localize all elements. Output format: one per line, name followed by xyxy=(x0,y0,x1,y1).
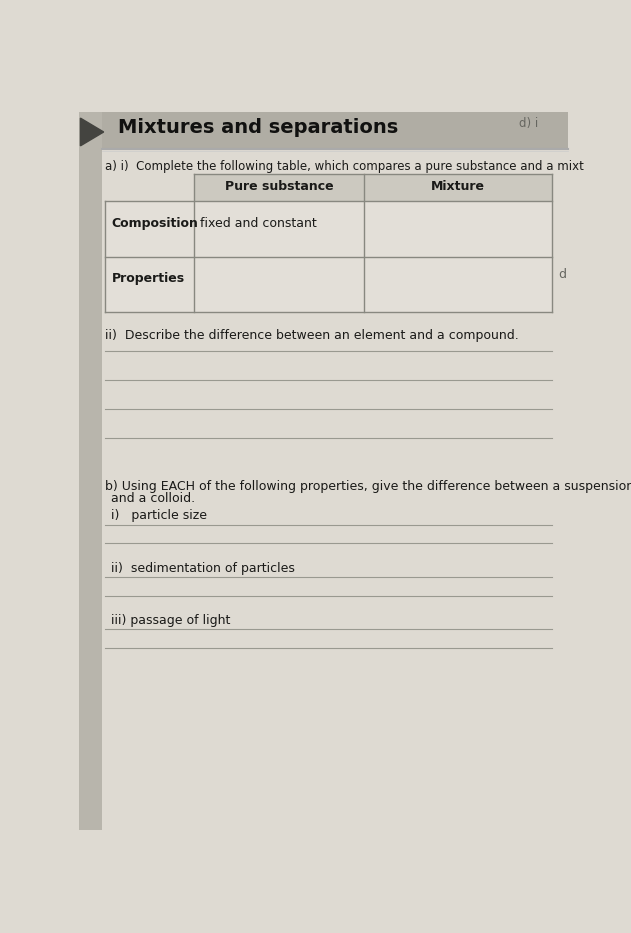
Text: i)   particle size: i) particle size xyxy=(112,509,208,522)
Text: Pure substance: Pure substance xyxy=(225,180,333,193)
Text: ii)  sedimentation of particles: ii) sedimentation of particles xyxy=(112,562,295,575)
Text: Mixtures and separations: Mixtures and separations xyxy=(117,118,398,137)
Text: iii) passage of light: iii) passage of light xyxy=(112,614,231,627)
Text: ii)  Describe the difference between an element and a compound.: ii) Describe the difference between an e… xyxy=(105,329,519,342)
Text: a) i)  Complete the following table, which compares a pure substance and a mixt: a) i) Complete the following table, whic… xyxy=(105,160,584,173)
Text: d) i: d) i xyxy=(519,117,538,130)
Text: Properties: Properties xyxy=(112,272,184,285)
Bar xyxy=(102,112,568,149)
Bar xyxy=(194,174,551,202)
Text: and a colloid.: and a colloid. xyxy=(112,493,196,506)
Text: fixed and constant: fixed and constant xyxy=(200,216,317,230)
Text: b) Using EACH of the following properties, give the difference between a suspens: b) Using EACH of the following propertie… xyxy=(105,480,631,493)
Text: Composition: Composition xyxy=(112,216,198,230)
Text: Mixture: Mixture xyxy=(431,180,485,193)
Text: d: d xyxy=(558,269,566,281)
Bar xyxy=(105,202,551,313)
Polygon shape xyxy=(80,118,103,146)
Bar xyxy=(79,112,102,830)
